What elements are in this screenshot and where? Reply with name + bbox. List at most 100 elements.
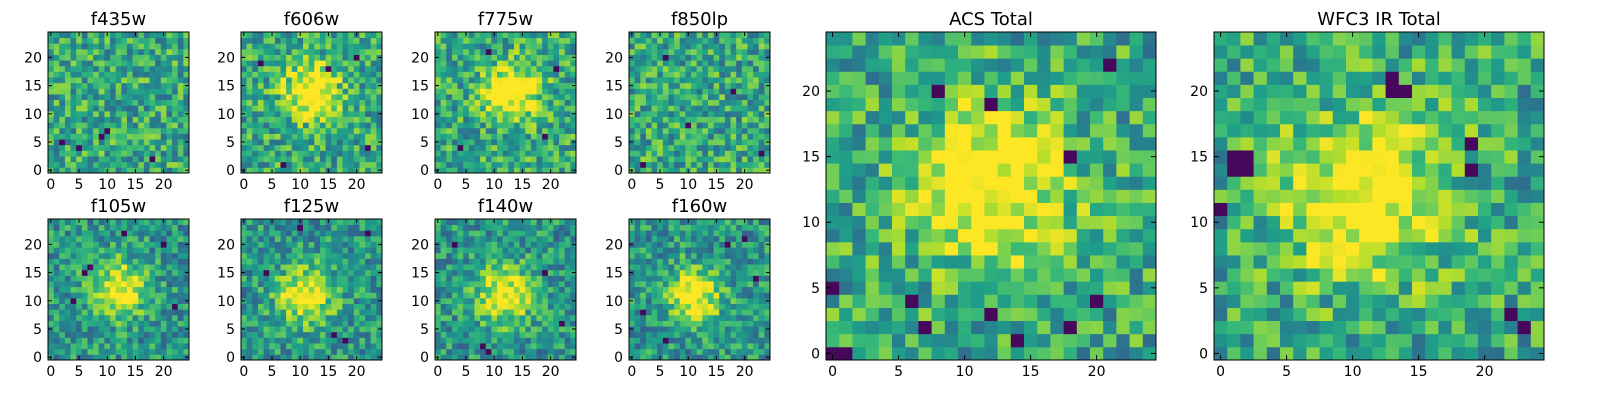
- heatmap-cell: [441, 253, 447, 259]
- heatmap-cell: [497, 309, 503, 315]
- heatmap-cell: [241, 105, 247, 111]
- heatmap-cell: [54, 287, 60, 293]
- heatmap-cell: [753, 298, 759, 304]
- heatmap-cell: [166, 60, 172, 66]
- heatmap-cell: [537, 326, 543, 332]
- heatmap-cell: [480, 253, 486, 259]
- heatmap-cell: [343, 219, 349, 225]
- heatmap-cell: [446, 122, 452, 128]
- heatmap-cell: [59, 309, 65, 315]
- heatmap-cell: [365, 111, 371, 117]
- heatmap-cell: [110, 117, 116, 123]
- heatmap-cell: [435, 264, 441, 270]
- heatmap-cell: [452, 287, 458, 293]
- heatmap-cell: [376, 253, 382, 259]
- heatmap-cell: [286, 43, 292, 49]
- heatmap-cell: [702, 83, 708, 89]
- heatmap-cell: [559, 139, 565, 145]
- heatmap-cell: [172, 88, 178, 94]
- heatmap-cell: [116, 219, 122, 225]
- heatmap-cell: [537, 349, 543, 355]
- heatmap-cell: [172, 219, 178, 225]
- heatmap-cell: [337, 77, 343, 83]
- heatmap-cell: [570, 343, 576, 349]
- heatmap-cell: [292, 281, 298, 287]
- heatmap-cell: [657, 332, 663, 338]
- heatmap-cell: [646, 145, 652, 151]
- heatmap-cell: [469, 315, 475, 321]
- heatmap-cell: [548, 38, 554, 44]
- heatmap-cell: [99, 242, 105, 248]
- heatmap-cell: [514, 88, 520, 94]
- heatmap-cell: [82, 66, 88, 72]
- heatmap-cell: [59, 60, 65, 66]
- heatmap-cell: [702, 100, 708, 106]
- heatmap-cell: [343, 66, 349, 72]
- heatmap-cell: [503, 321, 509, 327]
- heatmap-cell: [452, 292, 458, 298]
- heatmap-cell: [714, 349, 720, 355]
- heatmap-cell: [343, 122, 349, 128]
- heatmap-cell: [48, 321, 54, 327]
- heatmap-cell: [275, 236, 281, 242]
- heatmap-cell: [680, 105, 686, 111]
- heatmap-cell: [663, 32, 669, 38]
- heatmap-cell: [668, 105, 674, 111]
- heatmap-cell: [514, 83, 520, 89]
- heatmap-cell: [303, 145, 309, 151]
- heatmap-cell: [668, 270, 674, 276]
- heatmap-cell: [155, 162, 161, 168]
- heatmap-cell: [252, 134, 258, 140]
- heatmap-cell: [491, 292, 497, 298]
- heatmap-cell: [674, 77, 680, 83]
- heatmap-cell: [337, 55, 343, 61]
- heatmap-cell: [491, 225, 497, 231]
- heatmap-cell: [326, 150, 332, 156]
- heatmap-cell: [48, 292, 54, 298]
- heatmap-cell: [764, 145, 770, 151]
- heatmap-cell: [121, 326, 127, 332]
- heatmap-cell: [150, 122, 156, 128]
- heatmap-cell: [463, 128, 469, 134]
- heatmap-cell: [280, 292, 286, 298]
- heatmap-cell: [719, 66, 725, 72]
- heatmap-cell: [110, 242, 116, 248]
- heatmap-cell: [93, 156, 99, 162]
- heatmap-cell: [553, 225, 559, 231]
- heatmap-cell: [93, 281, 99, 287]
- heatmap-cell: [371, 111, 377, 117]
- heatmap-cell: [753, 49, 759, 55]
- heatmap-cell: [474, 150, 480, 156]
- heatmap-cell: [714, 326, 720, 332]
- heatmap-cell: [680, 292, 686, 298]
- heatmap-cell: [525, 145, 531, 151]
- heatmap-cell: [531, 264, 537, 270]
- heatmap-cell: [161, 326, 167, 332]
- heatmap-cell: [314, 88, 320, 94]
- y-tick-label: 5: [33, 322, 42, 338]
- heatmap-cell: [668, 43, 674, 49]
- heatmap-cell: [150, 83, 156, 89]
- heatmap-cell: [525, 219, 531, 225]
- heatmap-cell: [155, 117, 161, 123]
- heatmap-cell: [548, 83, 554, 89]
- heatmap-cell: [303, 94, 309, 100]
- heatmap-cell: [286, 66, 292, 72]
- heatmap-cell: [269, 236, 275, 242]
- heatmap-cell: [719, 134, 725, 140]
- heatmap-cell: [759, 122, 765, 128]
- heatmap-cell: [309, 156, 315, 162]
- heatmap-cell: [742, 94, 748, 100]
- heatmap-cell: [542, 88, 548, 94]
- heatmap-cell: [286, 150, 292, 156]
- heatmap-cell: [144, 270, 150, 276]
- heatmap-cell: [144, 100, 150, 106]
- heatmap-cell: [183, 225, 189, 231]
- heatmap-cell: [280, 139, 286, 145]
- heatmap-cell: [172, 309, 178, 315]
- heatmap-cell: [337, 156, 343, 162]
- heatmap-cell: [565, 162, 571, 168]
- heatmap-cell: [508, 247, 514, 253]
- heatmap-cell: [480, 77, 486, 83]
- heatmap-cell: [99, 128, 105, 134]
